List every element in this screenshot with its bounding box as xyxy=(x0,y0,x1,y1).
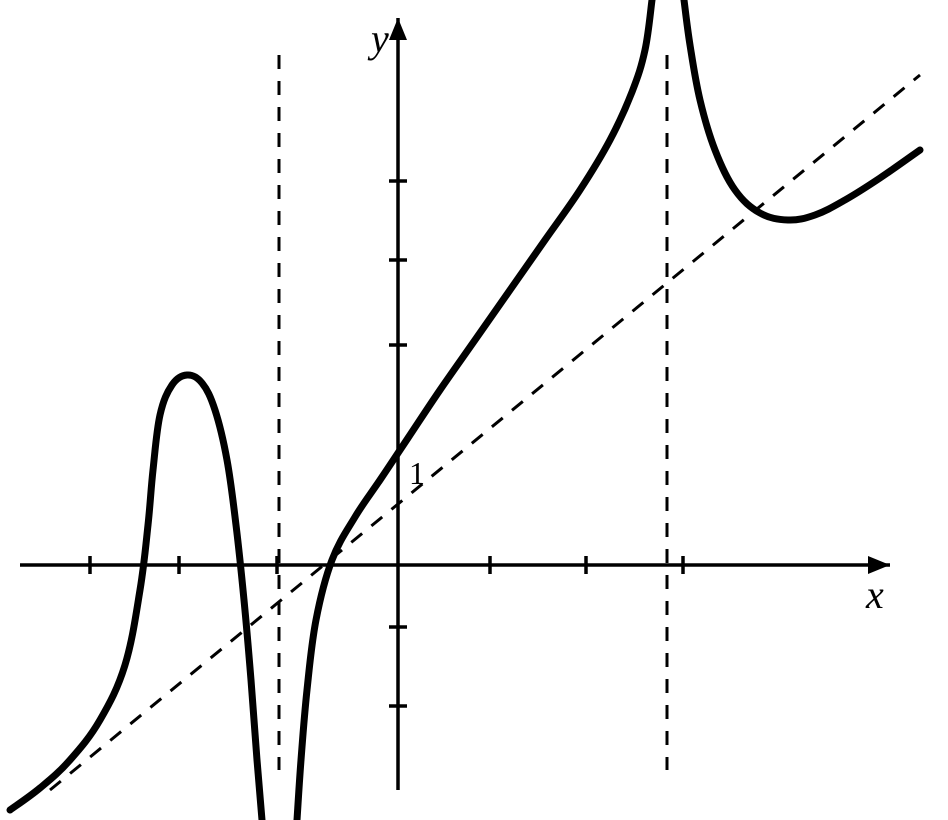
chart-container: x y 1 xyxy=(0,0,948,820)
function-plot xyxy=(0,0,948,820)
curve-branch-middle xyxy=(297,0,652,820)
oblique-asymptote-1 xyxy=(50,75,920,790)
curve-branch-right xyxy=(684,0,920,220)
x-axis-label: x xyxy=(866,571,884,618)
curve-branch-left xyxy=(10,375,262,820)
y-axis-arrow xyxy=(389,18,407,40)
y-axis-label: y xyxy=(371,15,389,62)
tick-label-one: 1 xyxy=(409,455,425,492)
